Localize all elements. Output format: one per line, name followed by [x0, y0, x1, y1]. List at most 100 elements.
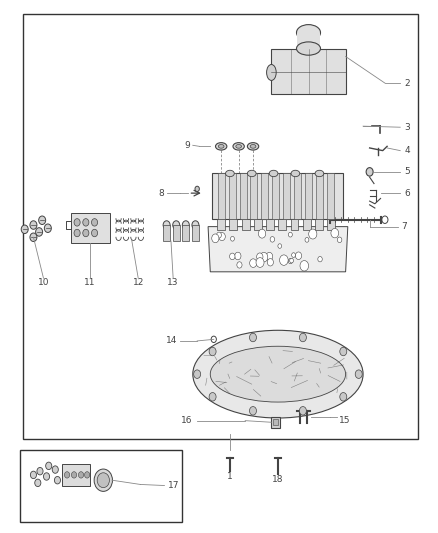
Circle shape: [71, 472, 77, 478]
Circle shape: [292, 253, 296, 257]
Text: 12: 12: [133, 278, 144, 287]
Text: 1: 1: [227, 472, 233, 481]
Bar: [272, 417, 280, 427]
Text: 3: 3: [404, 123, 410, 132]
Bar: [218, 173, 225, 219]
Bar: [20, 450, 182, 522]
Bar: [266, 219, 274, 230]
Circle shape: [64, 472, 70, 478]
Circle shape: [340, 392, 347, 401]
Bar: [240, 173, 247, 219]
Ellipse shape: [215, 143, 227, 150]
Polygon shape: [208, 227, 348, 272]
Circle shape: [54, 477, 60, 484]
Bar: [163, 225, 170, 241]
Circle shape: [331, 229, 339, 238]
Ellipse shape: [97, 473, 110, 488]
Circle shape: [266, 252, 273, 261]
Bar: [283, 173, 290, 219]
Circle shape: [250, 407, 257, 415]
Circle shape: [30, 221, 37, 229]
Circle shape: [237, 262, 242, 268]
Text: 13: 13: [167, 278, 179, 287]
Circle shape: [267, 259, 273, 266]
Circle shape: [300, 261, 309, 271]
Ellipse shape: [269, 170, 278, 176]
Bar: [22, 14, 418, 439]
Circle shape: [37, 467, 43, 475]
Bar: [182, 225, 189, 241]
Bar: [279, 219, 286, 230]
Bar: [230, 219, 237, 230]
Bar: [273, 419, 279, 425]
Circle shape: [382, 216, 388, 223]
Circle shape: [44, 224, 51, 232]
Circle shape: [30, 233, 37, 241]
Circle shape: [288, 259, 293, 264]
Bar: [212, 173, 343, 219]
Bar: [327, 173, 334, 219]
Bar: [217, 219, 225, 230]
Circle shape: [305, 238, 309, 242]
Circle shape: [85, 472, 90, 478]
Bar: [242, 219, 250, 230]
Ellipse shape: [297, 42, 321, 55]
Circle shape: [230, 253, 235, 260]
Circle shape: [52, 466, 58, 473]
Circle shape: [318, 256, 322, 262]
Circle shape: [43, 473, 49, 480]
Text: 7: 7: [402, 222, 407, 231]
Circle shape: [83, 229, 89, 237]
Text: 6: 6: [404, 189, 410, 198]
Text: 18: 18: [272, 475, 284, 483]
Circle shape: [278, 244, 282, 248]
Circle shape: [279, 255, 288, 265]
Circle shape: [212, 234, 219, 243]
Bar: [315, 219, 323, 230]
Bar: [290, 219, 298, 230]
Circle shape: [74, 219, 80, 226]
Circle shape: [216, 232, 222, 238]
Circle shape: [46, 462, 52, 470]
Circle shape: [39, 216, 46, 224]
Ellipse shape: [219, 144, 224, 148]
Circle shape: [35, 479, 41, 487]
Circle shape: [235, 252, 241, 260]
Bar: [229, 173, 236, 219]
Circle shape: [288, 232, 292, 237]
Circle shape: [256, 257, 264, 268]
Circle shape: [209, 347, 216, 356]
Text: 2: 2: [404, 78, 410, 87]
Text: 9: 9: [185, 141, 191, 150]
Bar: [62, 464, 90, 486]
Circle shape: [366, 167, 373, 176]
Circle shape: [35, 228, 42, 236]
Bar: [254, 219, 262, 230]
Bar: [305, 173, 312, 219]
Circle shape: [250, 259, 257, 268]
Circle shape: [78, 472, 84, 478]
Circle shape: [340, 347, 347, 356]
Ellipse shape: [94, 469, 113, 491]
Ellipse shape: [236, 144, 241, 148]
Bar: [192, 225, 199, 241]
Circle shape: [21, 225, 28, 233]
Text: 5: 5: [404, 167, 410, 176]
Circle shape: [195, 186, 199, 191]
Text: 4: 4: [404, 146, 410, 155]
Circle shape: [270, 237, 275, 242]
Ellipse shape: [247, 143, 259, 150]
Ellipse shape: [247, 170, 256, 176]
Circle shape: [219, 232, 225, 240]
Ellipse shape: [267, 64, 276, 80]
Ellipse shape: [297, 25, 321, 41]
Bar: [297, 33, 320, 49]
Bar: [316, 173, 323, 219]
Circle shape: [290, 259, 293, 263]
Bar: [261, 173, 268, 219]
Bar: [327, 219, 335, 230]
Circle shape: [209, 392, 216, 401]
Text: 17: 17: [168, 481, 180, 490]
Circle shape: [257, 253, 263, 261]
Bar: [272, 173, 279, 219]
